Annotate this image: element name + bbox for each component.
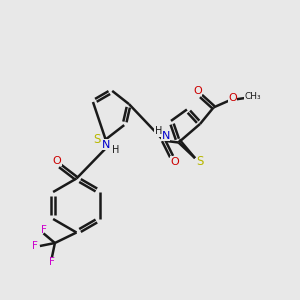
- Text: O: O: [193, 86, 202, 96]
- Text: H: H: [155, 126, 162, 136]
- Text: O: O: [228, 93, 237, 103]
- Text: S: S: [196, 154, 203, 168]
- Text: O: O: [170, 157, 179, 167]
- Text: S: S: [94, 133, 101, 146]
- Text: F: F: [32, 241, 38, 251]
- Text: N: N: [161, 130, 170, 141]
- Text: O: O: [52, 155, 62, 166]
- Text: N: N: [102, 140, 110, 150]
- Text: CH₃: CH₃: [245, 92, 262, 101]
- Text: F: F: [40, 225, 46, 235]
- Text: F: F: [49, 257, 55, 267]
- Text: H: H: [112, 145, 120, 155]
